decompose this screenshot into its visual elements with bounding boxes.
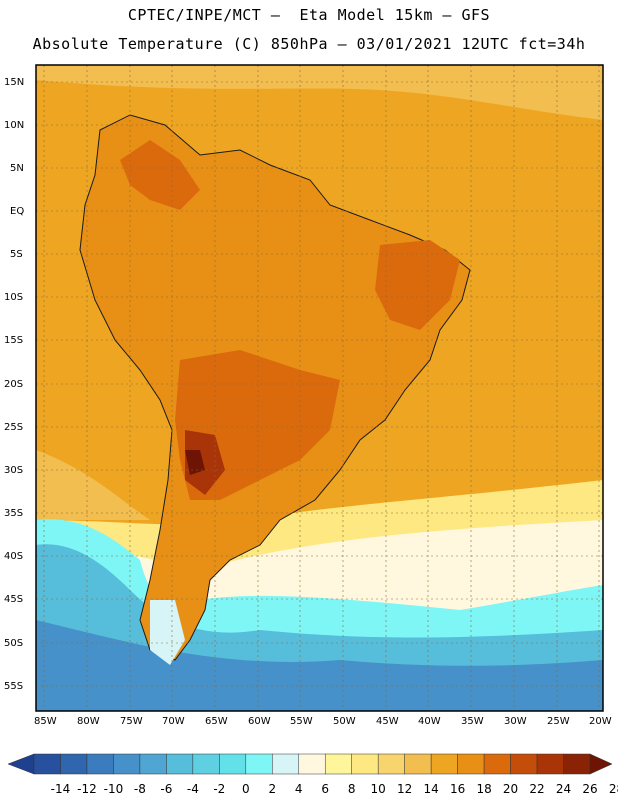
lat-label: 20S: [4, 379, 24, 390]
colorbar-label: 0: [241, 782, 250, 796]
lon-label: 30W: [504, 716, 527, 727]
colorbar-label: 4: [294, 782, 303, 796]
lon-label: 40W: [418, 716, 441, 727]
colorbar-max-triangle: [589, 753, 613, 775]
max-temp-core: [185, 450, 205, 475]
colorbar-label: 6: [321, 782, 330, 796]
north-atlantic-band: [36, 65, 603, 120]
lon-label: 75W: [120, 716, 143, 727]
lon-label: 25W: [547, 716, 570, 727]
colorbar-cell: [377, 753, 405, 775]
colorbar: [7, 753, 613, 775]
lat-label: 5S: [10, 249, 23, 260]
colorbar-label: 28: [608, 782, 618, 796]
colorbar-label: 16: [449, 782, 466, 796]
colorbar-label: 18: [476, 782, 492, 796]
colorbar-label: 14: [423, 782, 439, 796]
lon-label: 60W: [248, 716, 271, 727]
northeast-brazil-hotspot: [375, 240, 460, 330]
lat-label: 15N: [4, 77, 25, 88]
lon-label: 20W: [589, 716, 612, 727]
lat-label: 45S: [4, 594, 24, 605]
lon-label: 50W: [333, 716, 356, 727]
colorbar-cell: [404, 753, 432, 775]
colorbar-cell: [219, 753, 247, 775]
colorbar-label: -2: [213, 782, 226, 796]
colorbar-cell: [536, 753, 564, 775]
colorbar-label: -6: [160, 782, 173, 796]
lon-label: 65W: [205, 716, 228, 727]
lon-label: 70W: [162, 716, 185, 727]
lon-label: 35W: [461, 716, 484, 727]
colorbar-label: 26: [582, 782, 598, 796]
colorbar-min-triangle: [7, 753, 35, 775]
lat-label: 10N: [4, 120, 25, 131]
northern-andes-hotspot: [120, 140, 200, 210]
lat-label: 40S: [4, 551, 24, 562]
map-fields: [36, 65, 603, 711]
colorbar-cell: [166, 753, 194, 775]
colorbar-cell: [60, 753, 88, 775]
lon-label: 80W: [77, 716, 100, 727]
colorbar-cell: [324, 753, 352, 775]
colorbar-label: 2: [268, 782, 277, 796]
colorbar-label: -4: [186, 782, 199, 796]
colorbar-label: 20: [502, 782, 519, 796]
lat-label: 15S: [4, 335, 24, 346]
colorbar-cell: [483, 753, 511, 775]
colorbar-label: 24: [555, 782, 572, 796]
temperature-map: [35, 64, 604, 712]
lon-label: 45W: [376, 716, 399, 727]
colorbar-cell: [510, 753, 538, 775]
lat-label: EQ: [10, 206, 25, 217]
colorbar-cell: [192, 753, 220, 775]
colorbar-cell: [351, 753, 379, 775]
colorbar-cell: [430, 753, 458, 775]
colorbar-label: 10: [370, 782, 386, 796]
colorbar-cell: [563, 753, 591, 775]
lat-label: 10S: [4, 292, 24, 303]
colorbar-label: 22: [529, 782, 545, 796]
lat-label: 50S: [4, 638, 24, 649]
colorbar-label: 12: [397, 782, 413, 796]
colorbar-cell: [33, 753, 61, 775]
colder-band: [36, 620, 603, 711]
colorbar-cell: [457, 753, 485, 775]
colorbar-cell: [113, 753, 141, 775]
map-title-line1: CPTEC/INPE/MCT – Eta Model 15km – GFS: [127, 6, 491, 24]
lat-label: 55S: [4, 681, 24, 692]
lat-label: 25S: [4, 422, 24, 433]
lon-label: 85W: [34, 716, 57, 727]
lat-label: 30S: [4, 465, 24, 476]
colorbar-label: -12: [77, 782, 97, 796]
lat-label: 5N: [10, 163, 24, 174]
colorbar-cell: [86, 753, 114, 775]
colorbar-label: -8: [133, 782, 146, 796]
colorbar-cell: [245, 753, 273, 775]
colorbar-cell: [139, 753, 167, 775]
map-title-line2: Absolute Temperature (C) 850hPa – 03/01/…: [32, 35, 586, 53]
colorbar-label: -10: [103, 782, 124, 796]
colorbar-cell: [298, 753, 326, 775]
colorbar-label: 8: [347, 782, 356, 796]
lat-label: 35S: [4, 508, 24, 519]
map-frame: [35, 64, 604, 712]
pacific-mild-band: [36, 450, 150, 520]
colorbar-label: -14: [50, 782, 71, 796]
patagonia-cool-zone: [150, 600, 185, 665]
lon-label: 55W: [290, 716, 313, 727]
colorbar-cells: [7, 753, 613, 775]
colorbar-cell: [272, 753, 300, 775]
